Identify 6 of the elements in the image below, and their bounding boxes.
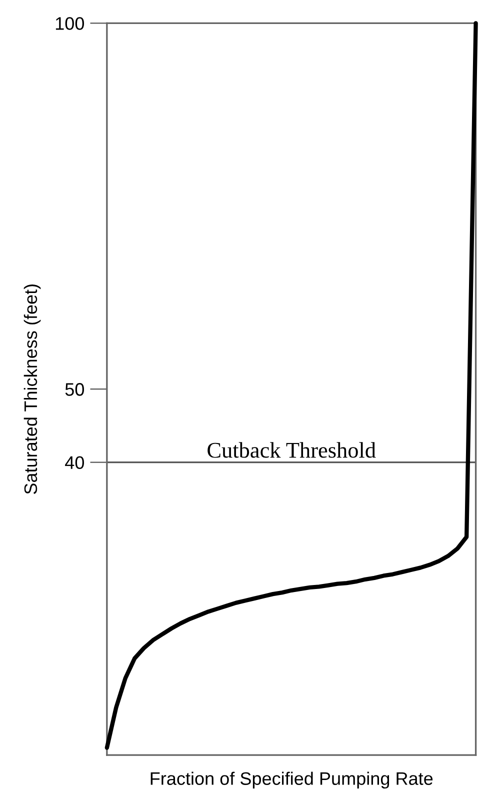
y-tick-label: 40 xyxy=(65,456,84,470)
y-tick-label: 100 xyxy=(56,17,84,30)
x-axis-title: Fraction of Specified Pumping Rate xyxy=(150,772,433,789)
y-axis-title: Saturated Thickness (feet) xyxy=(24,284,41,494)
y-tick-label: 50 xyxy=(65,383,84,396)
ref-line-label: Cutback Threshold xyxy=(208,442,376,458)
